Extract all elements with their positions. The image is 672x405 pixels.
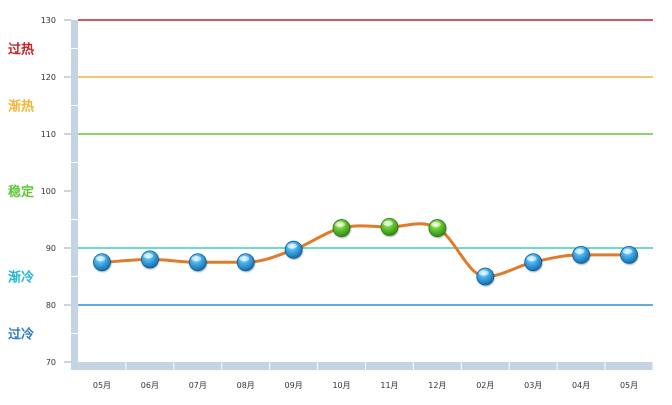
data-point-12月[interactable] [428, 219, 447, 237]
data-point-07月[interactable] [188, 253, 207, 272]
y-tick-label: 80 [46, 301, 56, 310]
zone-label-4: 过冷 [8, 327, 34, 343]
x-axis-bar [71, 362, 653, 370]
data-point-highlight [335, 221, 346, 228]
zone-label-1: 渐热 [8, 99, 34, 115]
data-point-highlight [526, 256, 537, 262]
x-tick-label: 07月 [189, 381, 207, 390]
data-point-08月[interactable] [236, 253, 255, 272]
data-point-highlight [239, 256, 250, 262]
y-tick-label: 120 [41, 73, 56, 82]
reference-lines [78, 19, 653, 306]
x-tick-label: 11月 [380, 381, 398, 390]
data-point-highlight [287, 243, 298, 249]
data-point-11月[interactable] [380, 218, 399, 236]
x-tick-label: 08月 [237, 381, 255, 390]
x-tick-label: 10月 [332, 381, 350, 390]
y-tick-label: 110 [41, 130, 56, 139]
x-tick-label: 04月 [572, 381, 590, 390]
data-point-highlight [478, 270, 489, 276]
zone-label-3: 渐冷 [8, 270, 34, 286]
data-point-03月[interactable] [524, 253, 543, 272]
data-point-06月[interactable] [140, 250, 159, 269]
data-point-05月[interactable] [93, 253, 111, 272]
x-tick-label: 09月 [285, 381, 303, 390]
x-axis-ticks: 05月 06月 07月 08月 09月 10月 11月 12月 02月 03月 04月 05月 [93, 362, 654, 390]
y-tick-label: 100 [41, 187, 56, 196]
data-point-02月[interactable] [476, 267, 495, 286]
x-tick-label: 05月 [93, 381, 111, 390]
plot-area [78, 20, 653, 362]
data-point-04月[interactable] [572, 245, 591, 264]
data-markers [93, 218, 638, 286]
x-tick-label: 05月 [620, 381, 638, 390]
x-tick-label: 02月 [476, 381, 494, 390]
data-point-highlight [95, 256, 106, 262]
data-point-highlight [191, 256, 202, 262]
x-tick-label: 12月 [428, 381, 446, 390]
data-point-highlight [574, 248, 585, 254]
y-axis-ticks: 70 80 90 100 110 120 130 [41, 16, 78, 367]
data-point-highlight [143, 253, 154, 259]
x-tick-label: 03月 [524, 381, 542, 390]
y-tick-label: 90 [46, 244, 56, 253]
x-tick-label: 06月 [141, 381, 159, 390]
data-point-10月[interactable] [332, 219, 351, 237]
data-point-highlight [622, 248, 633, 254]
y-tick-label: 130 [41, 16, 56, 25]
data-point-highlight [382, 220, 393, 226]
data-point-09月[interactable] [284, 240, 303, 259]
y-tick-label: 70 [46, 358, 56, 367]
zone-label-2: 稳定 [8, 184, 34, 200]
data-point-highlight [430, 221, 441, 228]
y-axis-bar [71, 20, 78, 370]
zone-label-0: 过热 [8, 42, 34, 58]
data-point-05月[interactable] [620, 245, 638, 264]
